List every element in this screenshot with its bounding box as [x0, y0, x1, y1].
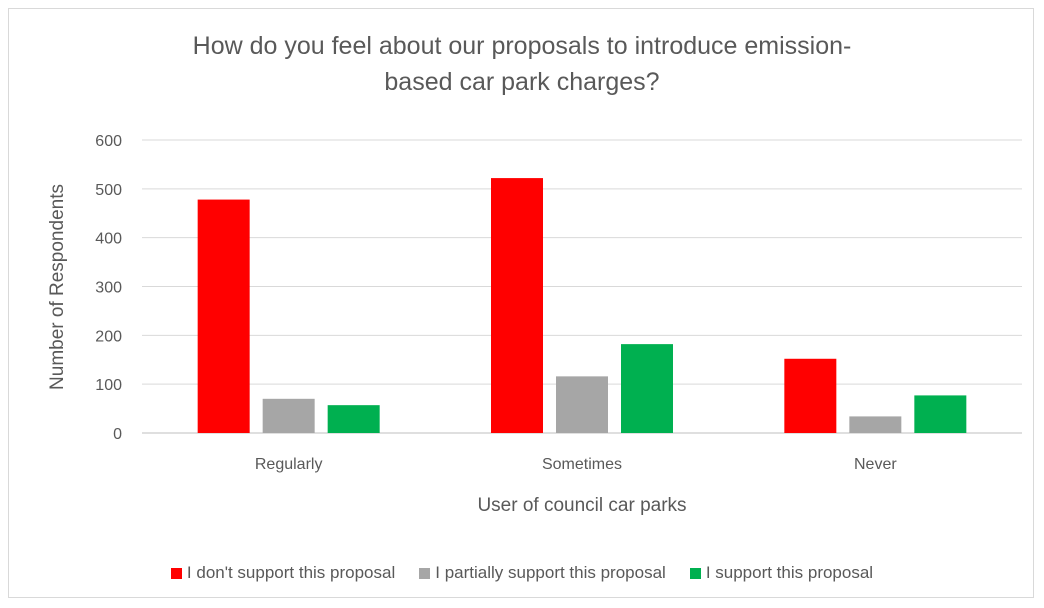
bar [491, 178, 543, 433]
bars [197, 178, 967, 433]
chart-title-line-2: based car park charges? [384, 68, 660, 96]
chart-title-line-1: How do you feel about our proposals to i… [192, 32, 852, 60]
legend-label: I support this proposal [705, 563, 874, 582]
bar [621, 344, 673, 433]
y-tick-label: 100 [95, 377, 122, 394]
y-tick-label: 0 [113, 426, 122, 443]
x-axis-label: User of council car parks [477, 495, 686, 516]
y-tick-label: 500 [95, 182, 122, 199]
x-tick-label: Regularly [255, 456, 323, 473]
legend-item-support: I support this proposal [689, 563, 874, 583]
x-tick-label: Never [854, 456, 897, 473]
bar [197, 199, 250, 433]
legend-swatch [419, 567, 431, 579]
bar [262, 398, 315, 433]
y-tick-label: 400 [95, 231, 122, 248]
x-tick-label: Sometimes [542, 456, 622, 473]
legend: I don't support this proposal I partiall… [0, 563, 1044, 583]
y-tick-label: 200 [95, 328, 122, 345]
legend-item-partially-support: I partially support this proposal [419, 563, 666, 583]
legend-swatch [170, 567, 182, 579]
legend-item-dont-support: I don't support this proposal [170, 563, 396, 583]
legend-swatch [689, 567, 701, 579]
bar [849, 416, 902, 433]
y-tick-label: 300 [95, 280, 122, 297]
x-axis-ticks: Regularly Sometimes Never [255, 456, 897, 473]
y-axis-label: Number of Respondents [47, 184, 68, 390]
bar [556, 376, 608, 433]
chart-title: How do you feel about our proposals to i… [0, 28, 1044, 100]
bar [784, 358, 837, 433]
legend-label: I partially support this proposal [435, 563, 666, 582]
y-tick-label: 600 [95, 133, 122, 150]
y-axis-ticks: 0 100 200 300 400 500 600 [95, 133, 122, 443]
bar [327, 405, 380, 433]
bar [914, 395, 967, 433]
legend-label: I don't support this proposal [186, 563, 396, 582]
